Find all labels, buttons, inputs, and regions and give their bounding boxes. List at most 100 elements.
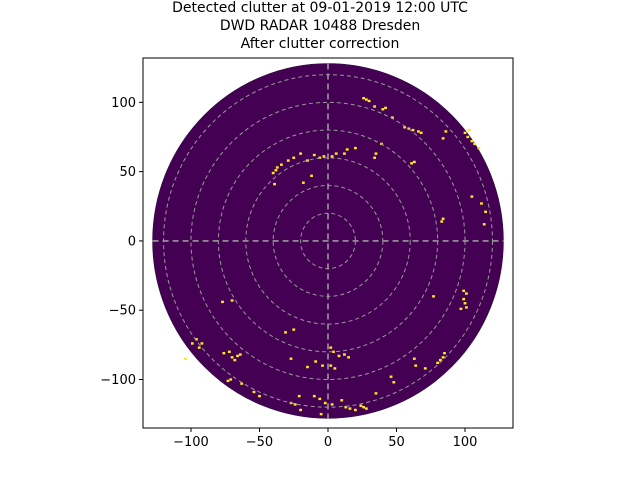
clutter-point xyxy=(318,397,322,401)
clutter-point xyxy=(480,202,483,205)
clutter-point xyxy=(466,135,470,139)
clutter-point xyxy=(329,364,333,367)
clutter-point xyxy=(292,156,296,159)
clutter-point xyxy=(306,159,309,162)
clutter-point xyxy=(373,156,376,159)
clutter-point xyxy=(321,364,324,367)
clutter-point xyxy=(258,394,261,398)
axes: −100 −50 0 50 100 100 50 0 −50 −100 xyxy=(100,57,514,450)
clutter-point xyxy=(345,148,349,151)
clutter-point xyxy=(190,342,194,345)
clutter-point xyxy=(359,404,363,408)
clutter-point xyxy=(462,297,466,301)
clutter-point xyxy=(419,131,423,135)
clutter-point xyxy=(436,361,440,365)
clutter-point xyxy=(381,108,385,111)
chart-title-line-2: DWD RADAR 10488 Dresden xyxy=(219,18,421,34)
clutter-point xyxy=(292,328,296,331)
clutter-point xyxy=(334,152,338,155)
clutter-point xyxy=(412,160,416,164)
clutter-point xyxy=(459,307,463,311)
clutter-point xyxy=(463,302,467,305)
clutter-point xyxy=(222,351,226,355)
clutter-point xyxy=(229,378,233,381)
clutter-point xyxy=(200,342,204,345)
clutter-point xyxy=(312,153,316,157)
x-tick-label: 50 xyxy=(388,435,405,450)
clutter-point xyxy=(423,367,427,370)
clutter-point xyxy=(184,357,187,360)
clutter-point xyxy=(470,139,474,143)
clutter-point xyxy=(236,354,239,358)
clutter-point xyxy=(330,403,334,406)
clutter-point xyxy=(362,406,366,409)
clutter-point xyxy=(441,356,445,359)
clutter-point xyxy=(347,356,350,359)
clutter-point xyxy=(417,130,420,133)
clutter-point xyxy=(197,346,201,349)
clutter-point xyxy=(410,162,413,165)
clutter-point xyxy=(299,408,302,412)
clutter-point xyxy=(374,392,378,395)
clutter-point xyxy=(221,300,224,304)
clutter-point xyxy=(271,171,275,175)
clutter-point xyxy=(473,142,477,146)
clutter-point xyxy=(467,128,471,132)
clutter-point xyxy=(367,99,371,103)
clutter-point xyxy=(391,116,394,119)
clutter-point xyxy=(330,155,334,158)
clutter-point xyxy=(306,365,309,369)
clutter-point xyxy=(293,403,297,406)
clutter-point xyxy=(441,137,445,140)
y-tick-label: −100 xyxy=(100,373,136,388)
clutter-point xyxy=(374,152,378,155)
clutter-point xyxy=(344,406,348,409)
clutter-point xyxy=(274,169,278,172)
y-tick-label: 100 xyxy=(111,96,136,111)
clutter-point xyxy=(403,126,407,129)
clutter-point xyxy=(299,152,302,155)
clutter-point xyxy=(364,98,368,101)
x-tick-label: −50 xyxy=(246,435,273,450)
chart-title-line-3: After clutter correction xyxy=(240,36,400,52)
clutter-point xyxy=(301,181,305,184)
plot-area xyxy=(152,63,504,419)
clutter-point xyxy=(340,399,344,402)
clutter-point xyxy=(373,105,376,108)
chart-title-line-1: Detected clutter at 09-01-2019 12:00 UTC xyxy=(172,0,468,16)
clutter-point xyxy=(348,407,352,410)
clutter-point xyxy=(354,408,357,412)
clutter-point xyxy=(392,381,396,384)
y-tick-label: 0 xyxy=(128,234,136,249)
clutter-point xyxy=(284,331,287,334)
clutter-point xyxy=(362,96,366,100)
clutter-point xyxy=(329,346,333,349)
clutter-point xyxy=(462,289,466,293)
clutter-point xyxy=(195,338,198,341)
clutter-point xyxy=(384,106,387,110)
clutter-point xyxy=(226,379,230,383)
clutter-point xyxy=(337,354,341,358)
y-tick-label: −50 xyxy=(109,304,136,319)
clutter-point xyxy=(440,220,444,223)
clutter-point xyxy=(463,131,467,135)
clutter-point xyxy=(412,357,416,360)
x-tick-label: 0 xyxy=(324,435,332,450)
clutter-point xyxy=(252,390,256,394)
clutter-point xyxy=(444,130,448,133)
clutter-point xyxy=(477,146,481,150)
clutter-point xyxy=(312,394,316,398)
clutter-point xyxy=(273,182,276,186)
clutter-point xyxy=(332,350,335,353)
clutter-point xyxy=(286,159,290,162)
clutter-point xyxy=(233,358,237,362)
clutter-point xyxy=(354,146,357,150)
clutter-point xyxy=(432,295,435,298)
clutter-point xyxy=(438,358,442,362)
clutter-point xyxy=(389,375,393,378)
x-tick-label: 100 xyxy=(453,435,478,450)
x-tick-label: −100 xyxy=(173,435,209,450)
clutter-point xyxy=(414,364,418,367)
clutter-point xyxy=(230,299,234,302)
